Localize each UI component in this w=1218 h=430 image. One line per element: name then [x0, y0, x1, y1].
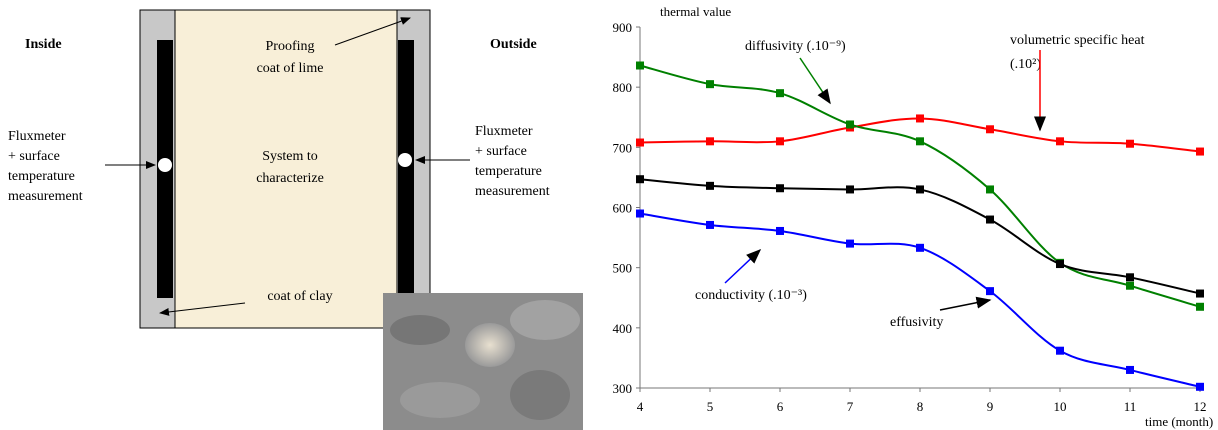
left-label: + surface: [8, 149, 60, 164]
point: [636, 175, 644, 184]
left-label: measurement: [8, 189, 83, 204]
point: [916, 137, 924, 146]
series-unit: (.10²): [1010, 57, 1041, 72]
texture: [510, 300, 580, 340]
x-tick-label: 12: [1194, 399, 1207, 414]
point: [636, 61, 644, 70]
point: [986, 287, 994, 296]
x-axis-label: time (month): [1145, 414, 1213, 429]
y-axis-label: thermal value: [660, 4, 731, 19]
center-label: characterize: [256, 171, 324, 186]
right-label: + surface: [475, 144, 527, 159]
y-tick-label: 400: [613, 321, 633, 336]
point: [1126, 273, 1134, 282]
fluxmeter-right: [398, 40, 414, 298]
y-tick-label: 300: [613, 381, 633, 396]
x-tick-label: 6: [777, 399, 784, 414]
top-label: coat of lime: [257, 61, 324, 76]
x-tick-label: 7: [847, 399, 854, 414]
texture: [390, 315, 450, 345]
point: [846, 120, 854, 129]
texture: [400, 382, 480, 418]
outside-label: Outside: [490, 37, 537, 52]
right-label: Fluxmeter: [475, 124, 533, 139]
x-tick-label: 5: [707, 399, 714, 414]
left-label: Fluxmeter: [8, 129, 66, 144]
x-tick-label: 8: [917, 399, 924, 414]
point: [1196, 382, 1204, 391]
point: [916, 185, 924, 194]
right-label: measurement: [475, 184, 550, 199]
top-label: Proofing: [266, 39, 315, 54]
series-label: conductivity (.10⁻³): [695, 288, 807, 303]
point: [706, 220, 714, 229]
inside-label: Inside: [25, 37, 62, 52]
y-tick-label: 500: [613, 261, 633, 276]
x-tick-label: 4: [637, 399, 644, 414]
point: [1196, 302, 1204, 311]
y-tick-label: 700: [613, 140, 633, 155]
y-tick-label: 600: [613, 201, 633, 216]
right-label: temperature: [475, 164, 542, 179]
point: [846, 239, 854, 248]
point: [986, 185, 994, 194]
left-label: temperature: [8, 169, 75, 184]
sensor-right: [398, 153, 412, 167]
point: [1056, 260, 1064, 269]
point: [776, 184, 784, 193]
x-tick-label: 11: [1124, 399, 1137, 414]
point: [916, 243, 924, 252]
chart: 300 400 500 600 700 800 900 4 5 6 7 8 9 10 11 12 thermal…: [613, 4, 1214, 429]
point: [776, 137, 784, 146]
wall-diagram: Inside Outside Proofing coat of lime Sys…: [8, 9, 550, 329]
point: [1196, 289, 1204, 298]
point: [706, 80, 714, 89]
texture: [510, 370, 570, 420]
wall-core: [174, 9, 398, 329]
point: [706, 181, 714, 190]
point: [846, 185, 854, 194]
point: [916, 114, 924, 123]
point: [986, 125, 994, 134]
label-arrow: [724, 248, 762, 284]
center-label: System to: [262, 149, 318, 164]
point: [1056, 346, 1064, 355]
point: [776, 226, 784, 235]
point: [1196, 147, 1204, 156]
series-label: diffusivity (.10⁻⁹): [745, 39, 846, 54]
point: [1126, 139, 1134, 148]
x-tick-label: 9: [987, 399, 994, 414]
point: [1056, 137, 1064, 146]
point: [776, 89, 784, 98]
bottom-label: coat of clay: [267, 289, 332, 304]
series-line: [639, 178, 1201, 295]
series-label: effusivity: [890, 315, 943, 330]
photo: [383, 293, 583, 430]
sensor-left: [158, 158, 172, 172]
label-arrow: [939, 296, 992, 311]
y-tick-label: 800: [613, 80, 633, 95]
x-tick-label: 10: [1054, 399, 1067, 414]
arrow: [334, 17, 411, 46]
point: [1126, 281, 1134, 290]
point: [636, 209, 644, 218]
point: [1126, 365, 1134, 374]
arrow: [159, 302, 246, 316]
point: [986, 215, 994, 224]
series-label: volumetric specific heat: [1010, 33, 1145, 48]
point: [636, 138, 644, 147]
texture: [465, 323, 515, 367]
series-line: [639, 117, 1201, 153]
y-tick-label: 900: [613, 20, 633, 35]
label-arrow: [799, 57, 831, 105]
point: [706, 137, 714, 146]
